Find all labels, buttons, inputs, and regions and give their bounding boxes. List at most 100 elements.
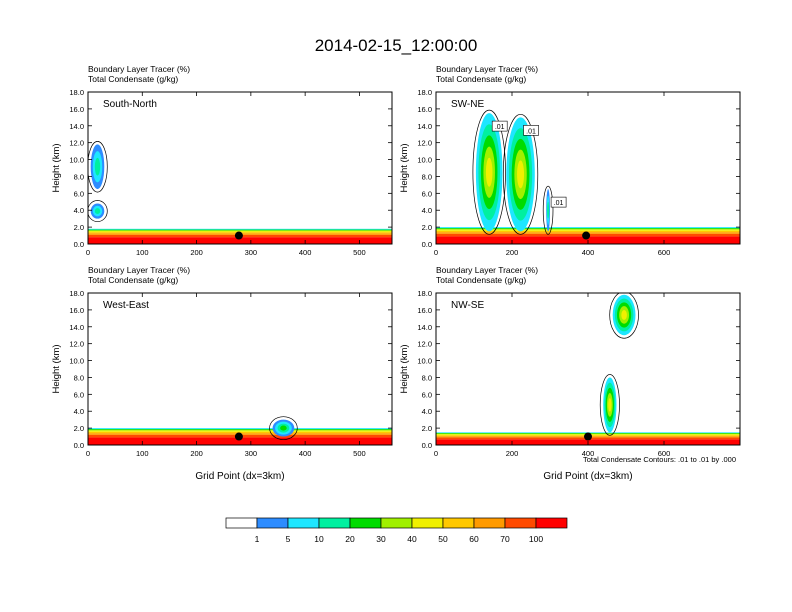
x-tick-label: 600 <box>658 248 671 257</box>
panel-subtitle: Boundary Layer Tracer (%) <box>436 64 538 74</box>
x-tick-label: 200 <box>190 449 203 458</box>
y-tick-label: 0.0 <box>74 441 84 450</box>
y-tick-label: 2.0 <box>422 424 432 433</box>
y-tick-label: 4.0 <box>422 407 432 416</box>
colorbar-swatch <box>504 517 537 529</box>
panel-subtitle: Boundary Layer Tracer (%) <box>88 64 190 74</box>
colorbar-label: 40 <box>407 534 417 544</box>
colorbar-label: 10 <box>314 534 324 544</box>
panel-subtitle: Total Condensate (g/kg) <box>88 74 178 84</box>
contour-label-box <box>491 120 508 132</box>
tracer-plume <box>94 157 101 176</box>
y-tick-label: 6.0 <box>74 189 84 198</box>
tracer-band <box>436 227 740 229</box>
y-tick-label: 8.0 <box>74 172 84 181</box>
x-tick-label: 0 <box>86 449 90 458</box>
colorbar: 1 5 10 20 30 40 50 60 70 100 <box>225 517 568 544</box>
y-tick-label: 6.0 <box>422 390 432 399</box>
tracer-band <box>88 437 392 445</box>
y-tick-label: 18.0 <box>417 289 432 298</box>
contour-label-box <box>523 125 539 136</box>
tracer-band <box>436 230 740 233</box>
tracer-band <box>88 428 392 430</box>
colorbar-swatch <box>225 517 258 529</box>
colorbar-label: 50 <box>438 534 448 544</box>
y-tick-label: 2.0 <box>74 424 84 433</box>
x-tick-label: 400 <box>299 248 312 257</box>
site-marker <box>584 432 592 441</box>
plot-area <box>436 293 740 445</box>
y-tick-label: 16.0 <box>417 105 432 114</box>
y-tick-label: 14.0 <box>417 122 432 131</box>
y-tick-label: 2.0 <box>74 223 84 232</box>
condensate-contour <box>88 141 108 193</box>
y-tick-label: 18.0 <box>417 88 432 97</box>
plot-frame <box>87 91 393 245</box>
condensate-contour <box>542 185 554 235</box>
y-tick-label: 0.0 <box>422 441 432 450</box>
colorbar-label: 20 <box>345 534 355 544</box>
contour-label-box <box>550 196 567 208</box>
y-tick-label: 18.0 <box>69 88 84 97</box>
contour-label: .01 <box>554 200 564 207</box>
tracer-band <box>436 228 740 230</box>
y-axis-label: Height (km) <box>399 143 410 192</box>
y-tick-label: 12.0 <box>417 139 432 148</box>
tracer-plume <box>547 201 550 219</box>
y-tick-label: 16.0 <box>417 306 432 315</box>
x-tick-label: 200 <box>506 449 519 458</box>
colorbar-swatch <box>380 517 413 529</box>
tracer-plume <box>485 157 493 187</box>
tracer-band <box>88 229 392 231</box>
panel-west-east: 0.0 2.0 4.0 6.0 8.0 10.0 12.0 14.0 16.0 18.0 0 100 2… <box>51 265 393 482</box>
plot-frame <box>435 292 741 446</box>
tracer-band <box>88 231 392 233</box>
colorbar-swatch <box>473 517 506 529</box>
y-tick-label: 4.0 <box>74 206 84 215</box>
colorbar-label: 60 <box>469 534 479 544</box>
colorbar-swatch <box>411 517 444 529</box>
panel-sw-ne: .01 .01 .01 0.0 2.0 4.0 6.0 8.0 10.0 12.0 14.0 16.0… <box>399 64 741 257</box>
y-axis-label: Height (km) <box>51 344 62 393</box>
y-tick-label: 8.0 <box>422 373 432 382</box>
y-tick-label: 6.0 <box>422 189 432 198</box>
panel-name: South-North <box>103 99 157 110</box>
plot-area: .01 .01 .01 <box>436 109 740 244</box>
y-tick-label: 6.0 <box>74 390 84 399</box>
y-tick-label: 18.0 <box>69 289 84 298</box>
y-tick-label: 4.0 <box>422 206 432 215</box>
colorbar-swatch <box>318 517 351 529</box>
plot-frame <box>87 292 393 446</box>
y-tick-label: 10.0 <box>69 156 84 165</box>
colorbar-label: 30 <box>376 534 386 544</box>
tracer-band <box>88 237 392 244</box>
x-axis-label: Grid Point (dx=3km) <box>195 471 284 482</box>
tracer-plume <box>280 425 287 431</box>
panel-nw-se: 0.0 2.0 4.0 6.0 8.0 10.0 12.0 14.0 16.0 18.0 0 200 4… <box>399 265 741 482</box>
figure-title: 2014-02-15_12:00:00 <box>315 36 478 55</box>
tracer-plume <box>608 398 612 412</box>
y-tick-label: 10.0 <box>417 156 432 165</box>
panel-subtitle: Boundary Layer Tracer (%) <box>88 265 190 275</box>
x-tick-label: 400 <box>582 449 595 458</box>
colorbar-swatch <box>256 517 289 529</box>
y-tick-label: 10.0 <box>417 357 432 366</box>
x-tick-label: 500 <box>353 248 366 257</box>
y-tick-label: 14.0 <box>417 323 432 332</box>
panel-name: SW-NE <box>451 99 484 110</box>
tracer-band <box>436 227 740 228</box>
panel-subtitle: Total Condensate (g/kg) <box>88 275 178 285</box>
x-tick-label: 200 <box>506 248 519 257</box>
colorbar-swatch <box>349 517 382 529</box>
plot-area <box>88 141 392 244</box>
plot-area <box>88 416 392 445</box>
panel-south-north: 0.0 2.0 4.0 6.0 8.0 10.0 12.0 14.0 16.0 18.0 0 100 2… <box>51 64 393 257</box>
y-tick-label: 10.0 <box>69 357 84 366</box>
y-tick-label: 16.0 <box>69 105 84 114</box>
condensate-contour <box>609 293 639 339</box>
tracer-band <box>88 230 392 232</box>
panel-subtitle: Total Condensate (g/kg) <box>436 275 526 285</box>
y-tick-label: 12.0 <box>69 139 84 148</box>
y-tick-label: 12.0 <box>69 340 84 349</box>
